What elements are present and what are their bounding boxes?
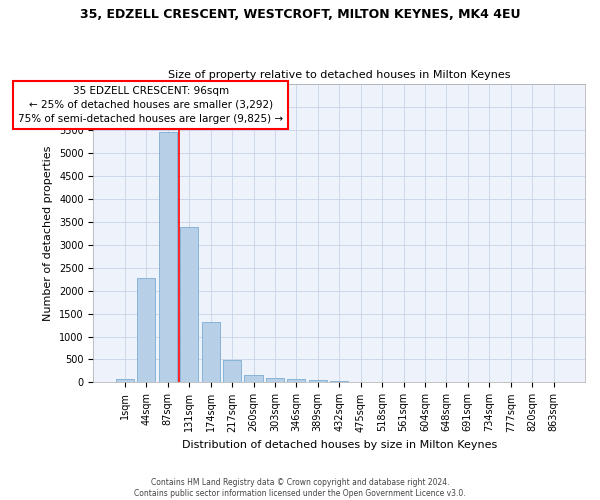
Text: 35, EDZELL CRESCENT, WESTCROFT, MILTON KEYNES, MK4 4EU: 35, EDZELL CRESCENT, WESTCROFT, MILTON K… [80, 8, 520, 20]
Bar [202, 322, 220, 382]
Bar [309, 380, 327, 382]
Bar [223, 360, 241, 382]
Bar [266, 378, 284, 382]
Bar [158, 132, 177, 382]
Title: Size of property relative to detached houses in Milton Keynes: Size of property relative to detached ho… [168, 70, 511, 81]
Bar [116, 379, 134, 382]
Text: Contains HM Land Registry data © Crown copyright and database right 2024.
Contai: Contains HM Land Registry data © Crown c… [134, 478, 466, 498]
X-axis label: Distribution of detached houses by size in Milton Keynes: Distribution of detached houses by size … [182, 440, 497, 450]
Bar [330, 381, 349, 382]
Bar [287, 379, 305, 382]
Bar [137, 278, 155, 382]
Bar [180, 228, 199, 382]
Y-axis label: Number of detached properties: Number of detached properties [43, 146, 53, 321]
Text: 35 EDZELL CRESCENT: 96sqm
← 25% of detached houses are smaller (3,292)
75% of se: 35 EDZELL CRESCENT: 96sqm ← 25% of detac… [18, 86, 283, 124]
Bar [244, 375, 263, 382]
